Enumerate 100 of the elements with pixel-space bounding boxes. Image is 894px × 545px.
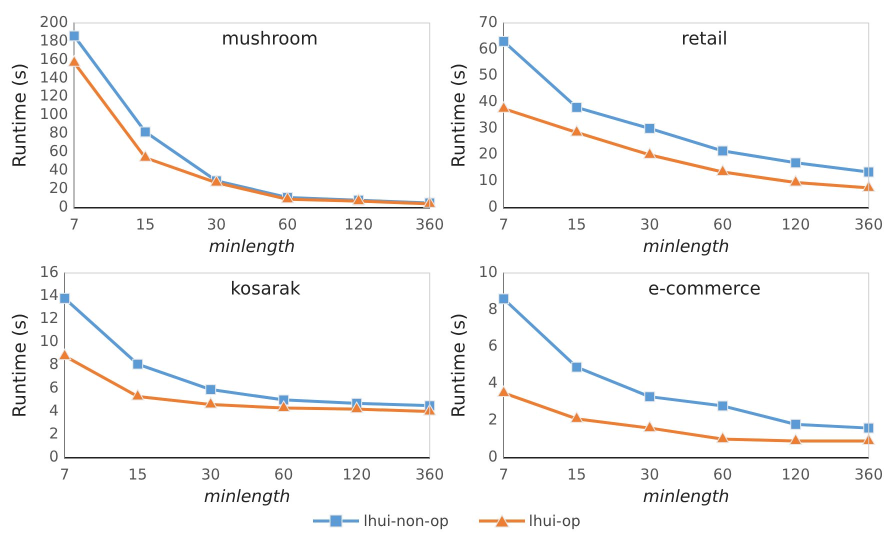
y-tick-label: 80	[49, 124, 68, 142]
x-tick-label: 15	[136, 215, 155, 234]
y-tick-label: 50	[478, 66, 498, 84]
chart-title: mushroom	[222, 28, 318, 50]
y-tick-label: 6	[49, 378, 59, 396]
y-tick-label: 40	[478, 92, 498, 110]
point	[790, 418, 802, 430]
y-tick-label: 100	[40, 105, 68, 124]
legend-label: lhui-non-op	[363, 512, 449, 530]
y-axis-title: Runtime (s)	[448, 313, 470, 418]
y-tick-label: 0	[488, 447, 498, 466]
point	[790, 157, 802, 168]
chart-title: e-commerce	[648, 278, 761, 300]
point	[138, 150, 152, 162]
x-tick-label: 120	[342, 465, 372, 484]
y-tick-label: 60	[478, 39, 498, 58]
y-tick-label: 40	[49, 160, 68, 179]
x-tick-label: 60	[274, 465, 294, 484]
x-axis-title: minlength	[204, 487, 290, 508]
x-tick-label: 360	[415, 215, 444, 234]
x-tick-label: 60	[713, 215, 732, 234]
y-tick-label: 30	[478, 118, 498, 136]
point	[644, 391, 656, 402]
x-tick-label: 360	[854, 465, 884, 484]
y-tick-label: 16	[40, 262, 59, 281]
point	[59, 292, 70, 304]
y-tick-label: 14	[40, 286, 59, 304]
x-tick-label: 30	[206, 215, 226, 234]
point	[140, 126, 151, 138]
x-tick-label: 7	[498, 215, 508, 234]
point	[570, 411, 584, 423]
x-axis-title: minlength	[208, 237, 296, 258]
x-axis-title: minlength	[643, 487, 730, 508]
point	[132, 358, 144, 370]
x-tick-label: 15	[567, 215, 586, 234]
x-tick-label: 120	[781, 215, 810, 234]
y-tick-label: 0	[58, 197, 68, 216]
y-tick-label: 180	[40, 31, 68, 50]
point	[570, 124, 584, 136]
point	[644, 123, 656, 134]
y-axis-title: Runtime (s)	[448, 63, 470, 168]
point	[717, 400, 728, 412]
point	[498, 293, 510, 304]
y-tick-label: 8	[49, 355, 59, 374]
y-tick-label: 8	[488, 300, 498, 318]
point	[68, 55, 81, 67]
point	[863, 166, 874, 178]
y-tick-label: 0	[49, 447, 59, 466]
y-axis-title: Runtime (s)	[9, 63, 30, 168]
point	[204, 397, 218, 409]
y-tick-label: 60	[49, 142, 68, 160]
x-axis-title: minlength	[643, 237, 730, 258]
y-tick-label: 160	[40, 50, 68, 68]
x-tick-label: 360	[415, 465, 444, 484]
y-tick-label: 20	[478, 144, 498, 163]
point	[789, 175, 802, 187]
x-tick-label: 120	[344, 215, 373, 234]
y-tick-label: 12	[40, 309, 59, 328]
x-tick-label: 60	[278, 215, 298, 234]
point	[717, 145, 728, 156]
point	[498, 36, 510, 47]
point	[571, 362, 582, 373]
y-tick-label: 6	[488, 336, 498, 355]
point	[571, 102, 582, 113]
y-tick-label: 2	[49, 424, 59, 442]
y-tick-label: 10	[478, 171, 498, 190]
point	[643, 420, 656, 432]
point	[131, 388, 144, 400]
point	[716, 432, 730, 444]
y-tick-label: 70	[478, 12, 498, 31]
point	[277, 400, 290, 412]
y-axis-title: Runtime (s)	[9, 313, 30, 418]
point	[58, 348, 72, 360]
x-tick-label: 30	[640, 215, 660, 234]
y-tick-label: 10	[40, 332, 59, 350]
point	[68, 30, 80, 42]
x-tick-label: 7	[69, 215, 80, 234]
y-tick-label: 4	[49, 401, 59, 420]
y-tick-label: 2	[488, 410, 498, 429]
point	[350, 402, 364, 414]
point	[643, 147, 656, 159]
x-tick-label: 360	[854, 215, 884, 234]
x-tick-label: 60	[713, 465, 732, 484]
y-tick-label: 200	[40, 12, 68, 31]
point	[205, 384, 216, 395]
point	[789, 433, 802, 445]
point	[716, 164, 730, 176]
point	[862, 180, 876, 192]
x-tick-label: 30	[640, 465, 660, 484]
y-tick-label: 10	[478, 262, 498, 281]
y-tick-label: 0	[488, 197, 498, 216]
x-tick-label: 15	[567, 465, 586, 484]
legend-label: lhui-op	[528, 512, 581, 530]
point	[497, 101, 510, 113]
point	[497, 385, 510, 397]
y-tick-label: 120	[40, 86, 68, 105]
x-tick-label: 7	[60, 465, 70, 484]
y-tick-label: 140	[40, 68, 68, 86]
chart-title: kosarak	[230, 278, 302, 300]
y-tick-label: 4	[488, 374, 498, 392]
